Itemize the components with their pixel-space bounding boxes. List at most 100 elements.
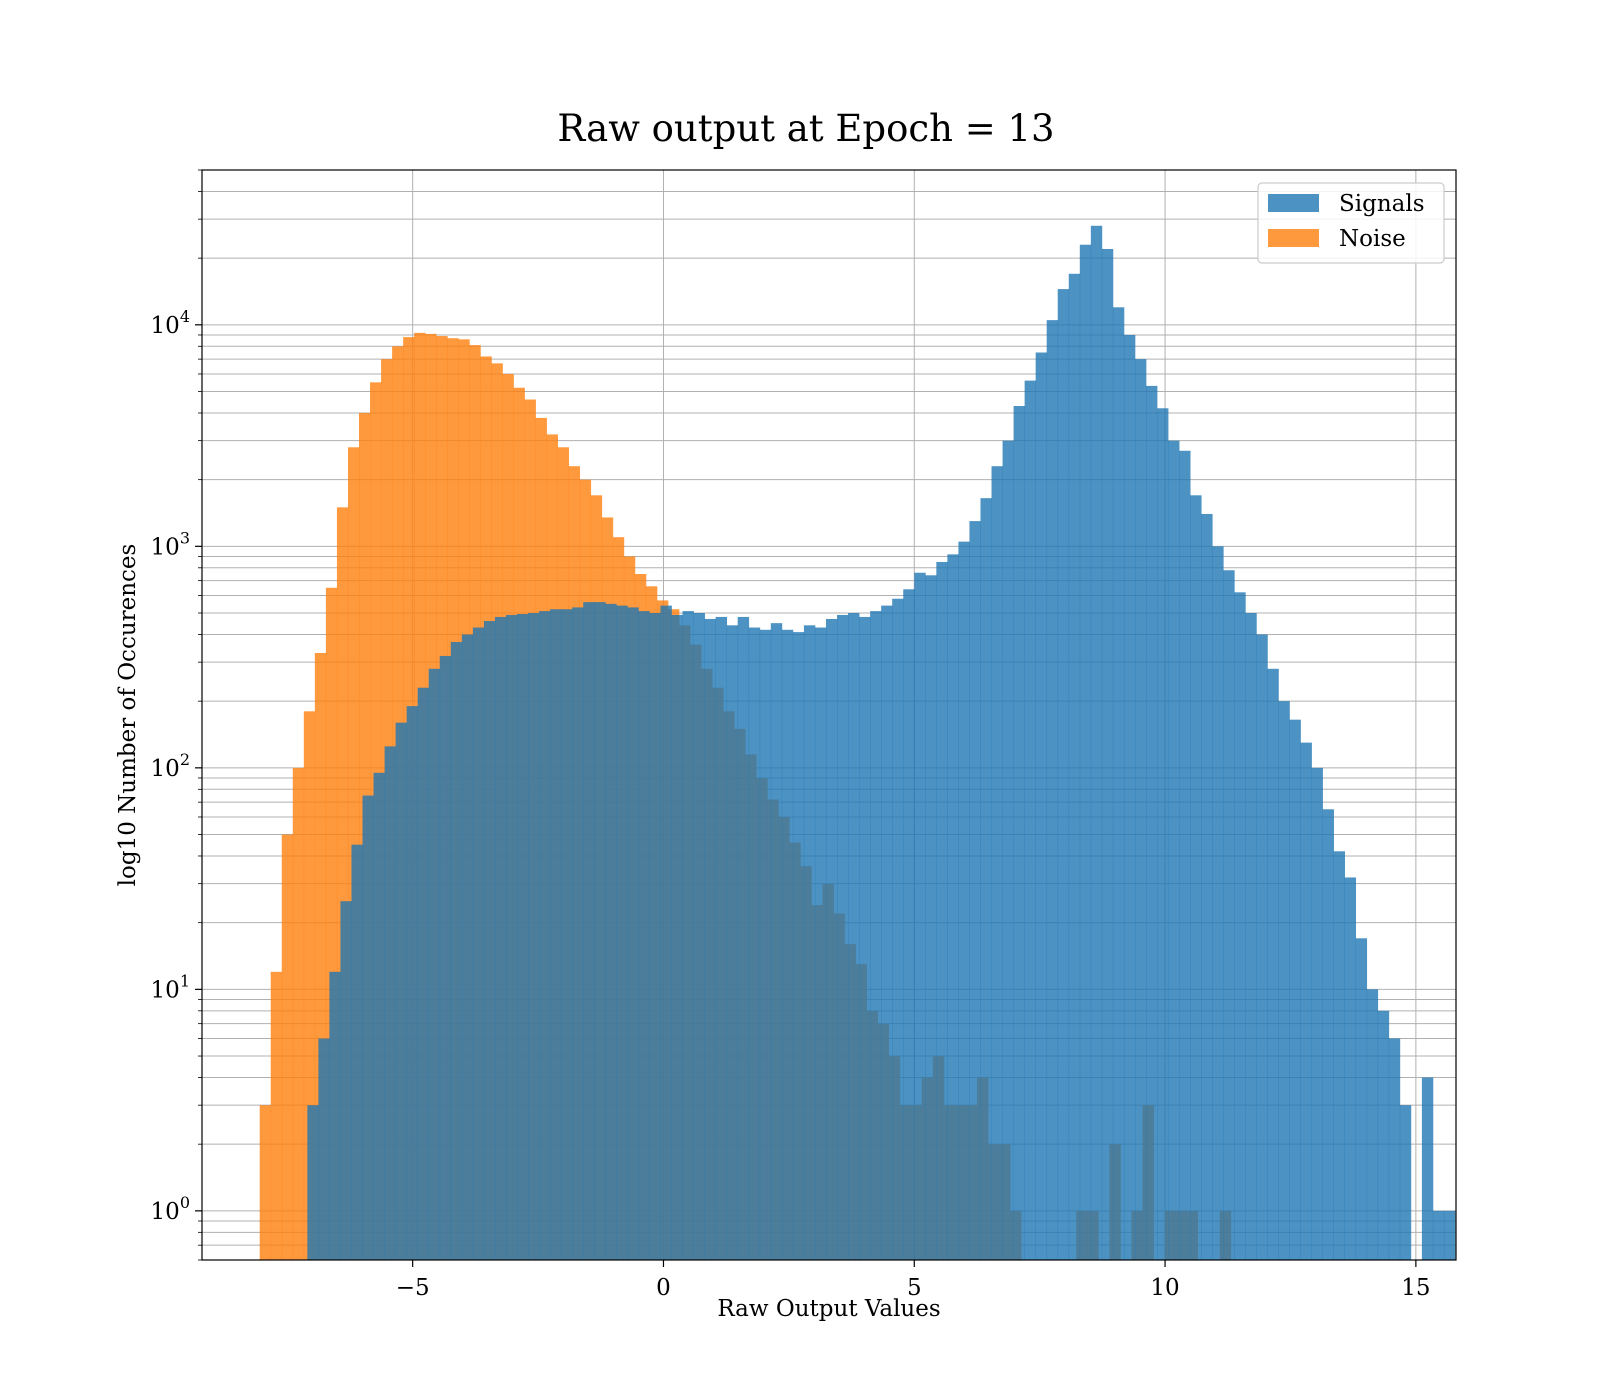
x-tick-label: 10 — [1150, 1275, 1179, 1301]
signals-bar — [450, 641, 463, 1260]
signals-bar — [649, 613, 661, 1260]
y-tick-base: 10 — [151, 313, 180, 339]
y-tick-exponent: 4 — [180, 307, 190, 326]
plot-frame — [201, 169, 1457, 1261]
legend-label-noise: Noise — [1339, 226, 1406, 252]
signals-bar — [903, 589, 915, 1260]
signals-bar — [1344, 877, 1357, 1260]
signals-bar — [881, 605, 893, 1260]
signals-bar — [1300, 742, 1312, 1260]
signals-bar — [517, 613, 529, 1260]
signals-bar — [318, 1038, 330, 1260]
signals-bar — [837, 614, 849, 1260]
signals-bar — [1278, 701, 1290, 1260]
signals-bar — [969, 521, 981, 1260]
signals-bar — [980, 498, 992, 1261]
signals-bar — [814, 627, 827, 1260]
signals-bar — [1101, 248, 1114, 1260]
signals-bar — [1322, 809, 1334, 1260]
y-tick-exponent: 0 — [180, 1193, 190, 1212]
signals-bar — [1289, 719, 1301, 1260]
signals-bar — [870, 611, 882, 1260]
signals-bar — [472, 627, 485, 1260]
signals-bar — [1112, 307, 1125, 1260]
y-tick-exponent: 3 — [180, 528, 190, 547]
legend-swatch-signals — [1268, 194, 1319, 212]
signals-bar — [770, 623, 783, 1260]
signals-bar — [550, 609, 562, 1260]
y-tick-base: 10 — [151, 977, 180, 1003]
signals-bar — [329, 971, 341, 1260]
y-tick-label: 101 — [151, 971, 190, 1003]
signals-bar — [494, 616, 507, 1260]
legend-label-signals: Signals — [1339, 191, 1425, 217]
signals-bar — [1024, 380, 1037, 1260]
signals-bar — [1234, 592, 1246, 1260]
noise-bar — [270, 971, 283, 1260]
signals-series — [307, 225, 1456, 1261]
y-tick-exponent: 1 — [180, 971, 190, 990]
signals-bar — [748, 627, 761, 1260]
signals-bar — [693, 613, 705, 1260]
signals-bar — [406, 706, 419, 1260]
signals-bar — [1002, 440, 1014, 1260]
signals-bar — [1013, 406, 1025, 1260]
signals-bar — [759, 629, 772, 1260]
signals-bar — [561, 609, 573, 1260]
signals-bar — [307, 1105, 319, 1260]
signals-bar — [704, 618, 716, 1260]
signals-bar — [936, 561, 948, 1260]
signals-bar — [439, 655, 452, 1260]
signals-bar — [1311, 767, 1323, 1260]
signals-bar — [726, 625, 739, 1260]
signals-bar — [825, 618, 838, 1260]
y-tick-label: 102 — [151, 750, 190, 782]
signals-bar — [1333, 851, 1345, 1260]
y-axis-label: log10 Number of Occurences — [115, 544, 141, 887]
signals-bar — [351, 844, 363, 1260]
signals-bar — [362, 795, 374, 1260]
signals-bar — [483, 621, 496, 1260]
x-tick-label: 5 — [907, 1275, 922, 1301]
signals-bar — [1157, 408, 1169, 1260]
signals-bar — [947, 554, 959, 1260]
signals-bar — [1079, 244, 1092, 1260]
chart-title: Raw output at Epoch = 13 — [557, 107, 1054, 150]
x-tick-label: 15 — [1401, 1275, 1430, 1301]
signals-bar — [958, 541, 970, 1260]
signals-bar — [1267, 668, 1279, 1260]
signals-bar — [660, 605, 672, 1260]
signals-bar — [792, 632, 805, 1260]
signals-bar — [671, 614, 683, 1260]
signals-bar — [1377, 1010, 1390, 1260]
signals-bar — [914, 572, 926, 1260]
signals-bar — [428, 668, 441, 1260]
y-tick-base: 10 — [151, 534, 180, 560]
signals-bar — [1443, 1210, 1456, 1260]
signals-bar — [1388, 1038, 1401, 1260]
legend: Signals Noise — [1257, 182, 1445, 264]
noise-bar — [303, 711, 316, 1260]
signals-bar — [1212, 546, 1224, 1260]
signals-bar — [1179, 450, 1191, 1260]
signals-bar — [373, 772, 385, 1260]
signals-bar — [627, 607, 639, 1260]
signals-bar — [1090, 225, 1103, 1261]
y-tick-base: 10 — [151, 756, 180, 782]
signals-bar — [1366, 989, 1379, 1260]
signals-bar — [925, 575, 937, 1260]
signals-bar — [781, 629, 794, 1260]
signals-bar — [1168, 440, 1180, 1260]
signals-bar — [616, 605, 628, 1260]
signals-bar — [1201, 513, 1213, 1260]
signals-bar — [605, 603, 617, 1260]
noise-bar — [336, 507, 349, 1260]
signals-bar — [340, 901, 352, 1260]
x-tick-label: 0 — [656, 1275, 671, 1301]
signals-bar — [461, 634, 474, 1260]
signals-bar — [1245, 613, 1257, 1260]
signals-bar — [1134, 359, 1147, 1260]
noise-bar — [314, 652, 327, 1260]
signals-bar — [572, 607, 584, 1260]
